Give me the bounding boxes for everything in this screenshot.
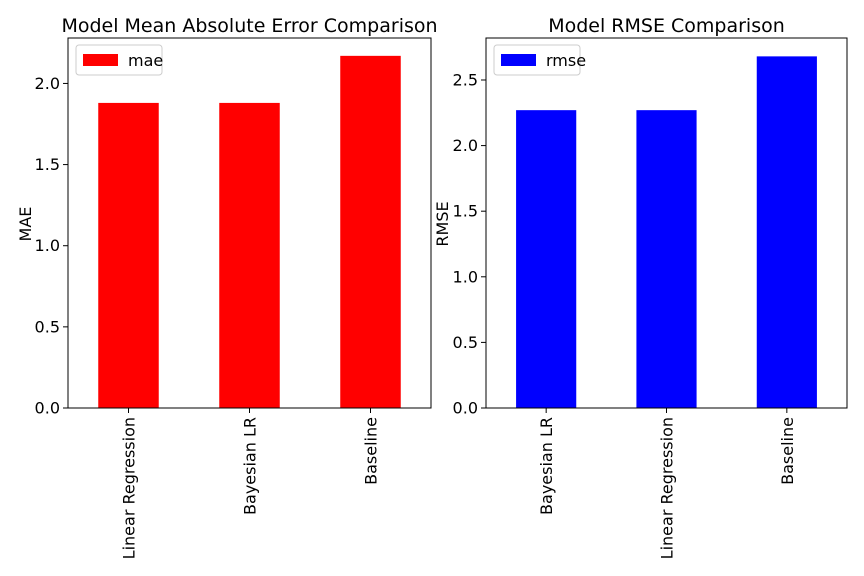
y-tick-label: 0.5	[453, 333, 478, 352]
chart-title: Model Mean Absolute Error Comparison	[61, 15, 437, 37]
x-tick-label: Bayesian LR	[537, 417, 556, 515]
bar	[516, 110, 577, 409]
legend: mae	[75, 44, 163, 76]
y-tick-label: 2.0	[453, 136, 478, 155]
legend-box	[493, 44, 581, 76]
legend-swatch	[501, 54, 536, 66]
x-ticks-group: Bayesian LR Linear Regression Baseline	[537, 408, 797, 559]
bar	[756, 56, 817, 408]
mae-chart: Model Mean Absolute Error Comparison MAE…	[16, 15, 438, 559]
legend-swatch	[83, 54, 118, 66]
legend-label: rmse	[546, 51, 586, 70]
plot-frame	[67, 37, 432, 409]
y-tick-label: 1.5	[35, 155, 60, 174]
bars-group	[98, 55, 401, 408]
y-tick-label: 0.0	[453, 399, 478, 418]
y-tick-label: 1.5	[453, 202, 478, 221]
y-axis-label: MAE	[16, 207, 35, 242]
bars-group	[516, 56, 817, 409]
legend: rmse	[493, 44, 586, 76]
x-tick-label: Linear Regression	[120, 417, 139, 559]
y-tick-label: 1.0	[453, 267, 478, 286]
bar	[219, 102, 280, 408]
plot-frame	[485, 37, 848, 409]
y-tick-label: 2.0	[35, 74, 60, 93]
y-tick-label: 0.5	[35, 317, 60, 336]
y-tick-label: 2.5	[453, 70, 478, 89]
rmse-chart: Model RMSE Comparison RMSE 0.0 0.5 1.0 1.5 2…	[433, 15, 848, 559]
y-tick-label: 1.0	[35, 236, 60, 255]
x-tick-label: Baseline	[778, 417, 797, 485]
y-axis-label: RMSE	[433, 201, 452, 246]
chart-title: Model RMSE Comparison	[548, 15, 785, 37]
y-tick-label: 0.0	[35, 399, 60, 418]
y-ticks-group: 0.0 0.5 1.0 1.5 2.0	[35, 74, 68, 418]
bar	[340, 55, 401, 408]
x-tick-label: Bayesian LR	[241, 417, 260, 515]
x-tick-label: Baseline	[362, 417, 381, 485]
bar	[636, 110, 697, 409]
bar	[98, 102, 159, 408]
legend-label: mae	[128, 51, 163, 70]
y-ticks-group: 0.0 0.5 1.0 1.5 2.0 2.5	[453, 70, 486, 418]
x-tick-label: Linear Regression	[658, 417, 677, 559]
x-ticks-group: Linear Regression Bayesian LR Baseline	[120, 408, 381, 559]
legend-box	[75, 44, 163, 76]
